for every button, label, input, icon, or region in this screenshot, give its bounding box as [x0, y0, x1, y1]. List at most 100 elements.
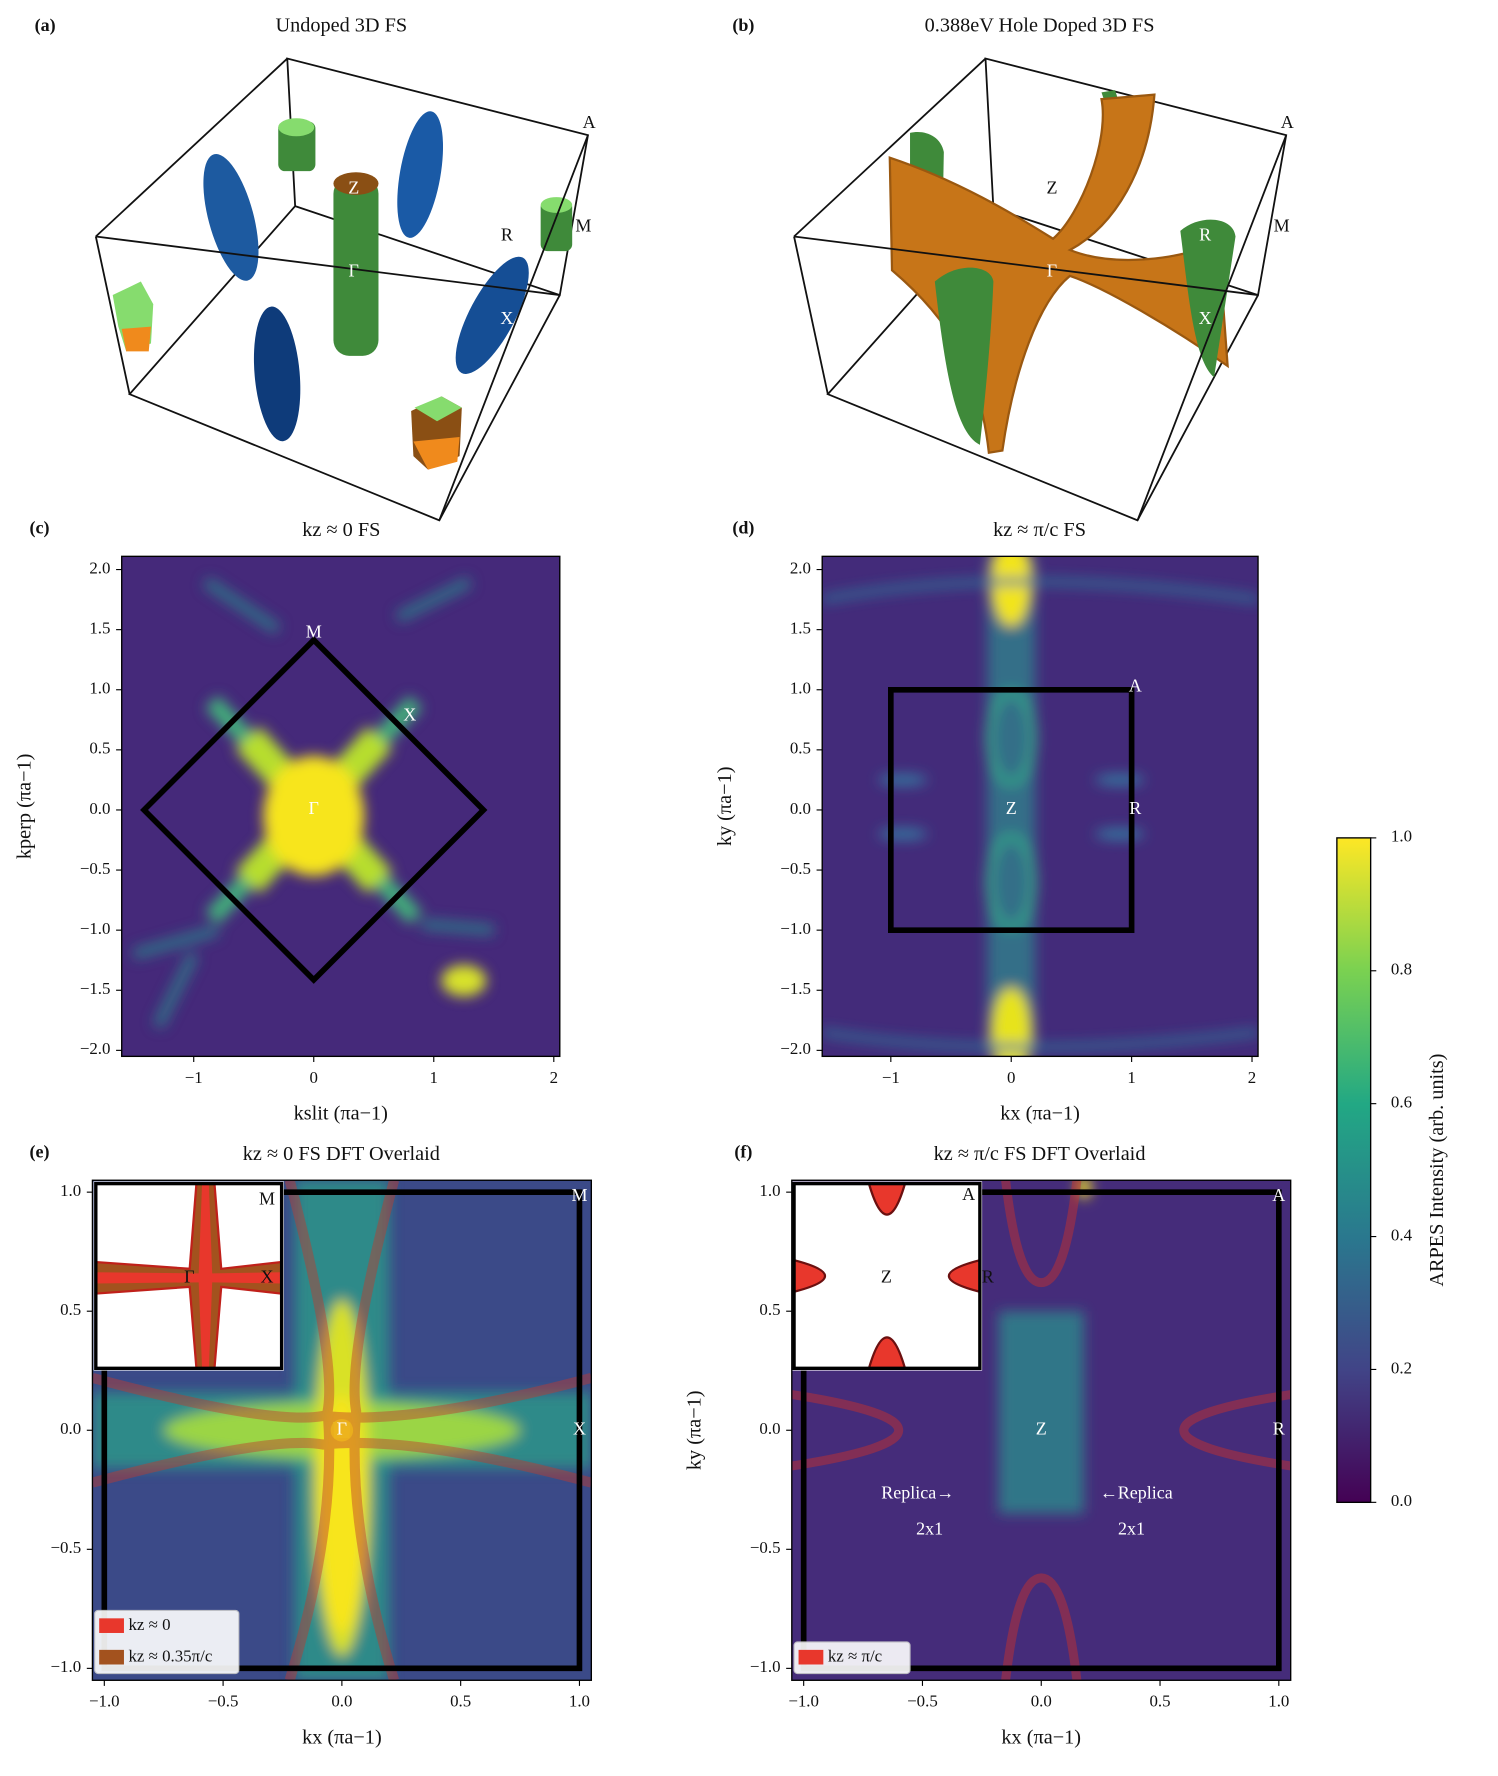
- x-tick-label: 0.0: [331, 1692, 352, 1711]
- x-tick-label: 1.0: [569, 1692, 590, 1711]
- panel-label: (c): [30, 517, 50, 538]
- inset-fs: [867, 1336, 907, 1370]
- x-tick-label: 2: [1248, 1068, 1256, 1087]
- blob: [1094, 828, 1145, 840]
- point-label: X: [1199, 308, 1212, 328]
- y-tick-label: 1.0: [790, 679, 811, 698]
- y-tick-label: 0.5: [759, 1300, 780, 1319]
- inset-label: M: [259, 1189, 275, 1209]
- arc: [822, 1028, 1259, 1051]
- core: [318, 1394, 366, 1633]
- band: [132, 924, 220, 960]
- legend-label: kz ≈ 0.35π/c: [128, 1647, 212, 1666]
- colorbar-tick-label: 0.8: [1391, 960, 1412, 979]
- y-tick-label: 1.0: [60, 1181, 81, 1200]
- inset-fs: [867, 1182, 907, 1216]
- point-label: Z: [1036, 1418, 1047, 1438]
- inset-fs: [95, 1183, 282, 1369]
- dft-curve: [92, 1372, 592, 1423]
- point-label: X: [573, 1418, 586, 1438]
- panel-label: (a): [35, 15, 56, 36]
- point-label: Γ: [1047, 261, 1057, 281]
- point-label: R: [1199, 225, 1211, 245]
- panel-title: kz ≈ π/c FS: [993, 519, 1086, 541]
- inset-label: Z: [881, 1266, 892, 1286]
- legend-swatch: [99, 1618, 124, 1633]
- blob: [878, 774, 928, 786]
- band: [395, 576, 473, 623]
- y-tick-label: 1.0: [89, 679, 110, 698]
- dft-curve: [1001, 1573, 1082, 1681]
- x-tick-label: 0.5: [1149, 1692, 1170, 1711]
- panel-label: (e): [30, 1141, 50, 1162]
- stripe: [998, 1311, 1085, 1514]
- dft-overlay: [791, 1180, 1291, 1681]
- point-label: Z: [1006, 798, 1017, 818]
- dft-curve: [791, 1390, 904, 1471]
- point-label: M: [306, 621, 322, 641]
- y-tick-label: 2.0: [89, 558, 110, 577]
- y-axis-label: kperp (πa−1): [14, 754, 36, 860]
- colorbar-tick-label: 0.0: [1391, 1491, 1412, 1510]
- point-label: X: [403, 704, 416, 724]
- y-tick-label: −1.0: [780, 919, 811, 938]
- y-tick-label: 0.5: [89, 739, 110, 758]
- point-label: Γ: [337, 1418, 347, 1438]
- panel-label: (d): [732, 517, 754, 538]
- point-label: X: [500, 308, 513, 328]
- y-tick-label: 2.0: [790, 558, 811, 577]
- zone-boundary: [888, 686, 1135, 933]
- inset-label: X: [260, 1266, 273, 1286]
- point-label: A: [1272, 1185, 1285, 1205]
- x-axis-label: kx (πa−1): [1001, 1726, 1081, 1748]
- y-tick-label: −0.5: [750, 1538, 781, 1557]
- legend-swatch: [798, 1649, 824, 1665]
- heatmap: A Z R: [822, 556, 1259, 1057]
- heatmap: M X Γ: [121, 556, 560, 1057]
- x-tick-label: −1: [185, 1068, 203, 1087]
- band: [152, 951, 199, 1029]
- point-label: A: [1281, 112, 1294, 132]
- x-tick-label: 0: [310, 1068, 318, 1087]
- y-tick-label: 0.0: [89, 799, 110, 818]
- legend-box: [94, 1609, 240, 1675]
- blob: [1094, 774, 1145, 786]
- dft-curve: [284, 1180, 335, 1681]
- y-tick-label: −1.0: [80, 919, 111, 938]
- point-label: M: [1274, 216, 1290, 236]
- x-tick-label: 1: [1127, 1068, 1135, 1087]
- inset-box: [94, 1181, 284, 1371]
- inset-label: A: [962, 1184, 975, 1204]
- legend-label: kz ≈ 0: [128, 1615, 170, 1634]
- band: [202, 576, 281, 635]
- x-tick-label: −0.5: [907, 1692, 938, 1711]
- y-tick-label: −0.5: [780, 859, 811, 878]
- x-tick-label: 1.0: [1268, 1692, 1289, 1711]
- panel-label: (f): [734, 1141, 752, 1162]
- zone-boundary: [140, 636, 488, 984]
- point-label: 2x1: [1118, 1518, 1145, 1538]
- x-tick-label: 2: [550, 1068, 558, 1087]
- y-tick-label: −2.0: [780, 1039, 811, 1058]
- point-label: R: [1129, 798, 1141, 818]
- panel-title: kz ≈ π/c FS DFT Overlaid: [934, 1143, 1146, 1165]
- y-tick-label: 0.0: [759, 1419, 780, 1438]
- y-tick-label: −0.5: [51, 1538, 82, 1557]
- point-label: Replica→: [881, 1483, 954, 1503]
- x-axis-label: kx (πa−1): [302, 1726, 382, 1748]
- dft-curve: [349, 1180, 400, 1681]
- heatmap-intensity: [822, 556, 1259, 1057]
- point-label: Z: [1046, 177, 1057, 197]
- legend-label: kz ≈ π/c: [828, 1647, 882, 1666]
- colorbar-tick-label: 1.0: [1391, 827, 1412, 846]
- colorbar-label: ARPES Intensity (arb. units): [1426, 1054, 1448, 1287]
- core: [263, 755, 365, 877]
- y-tick-label: −0.5: [80, 859, 111, 878]
- point-label: 2x1: [916, 1518, 943, 1538]
- x-tick-label: −1.0: [89, 1692, 120, 1711]
- point-label: A: [1129, 675, 1142, 695]
- blob: [878, 828, 928, 840]
- x-tick-label: 1: [430, 1068, 438, 1087]
- inset: M Γ X: [94, 1181, 284, 1371]
